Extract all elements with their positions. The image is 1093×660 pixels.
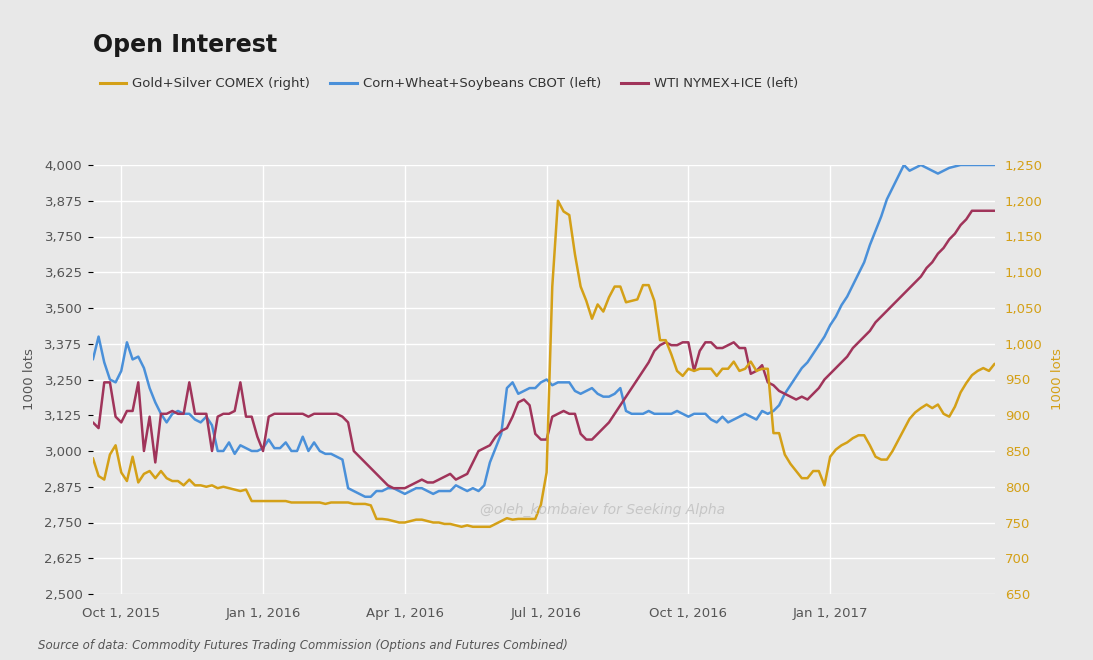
Text: Source of data: Commodity Futures Trading Commission (Options and Futures Combin: Source of data: Commodity Futures Tradin… [38,639,568,652]
Text: @oleh_kombaiev for Seeking Alpha: @oleh_kombaiev for Seeking Alpha [480,504,725,517]
Y-axis label: 1000 lots: 1000 lots [1051,348,1065,411]
Text: Open Interest: Open Interest [93,33,277,57]
Legend: Gold+Silver COMEX (right), Corn+Wheat+Soybeans CBOT (left), WTI NYMEX+ICE (left): Gold+Silver COMEX (right), Corn+Wheat+So… [99,77,798,90]
Y-axis label: 1000 lots: 1000 lots [23,348,36,411]
